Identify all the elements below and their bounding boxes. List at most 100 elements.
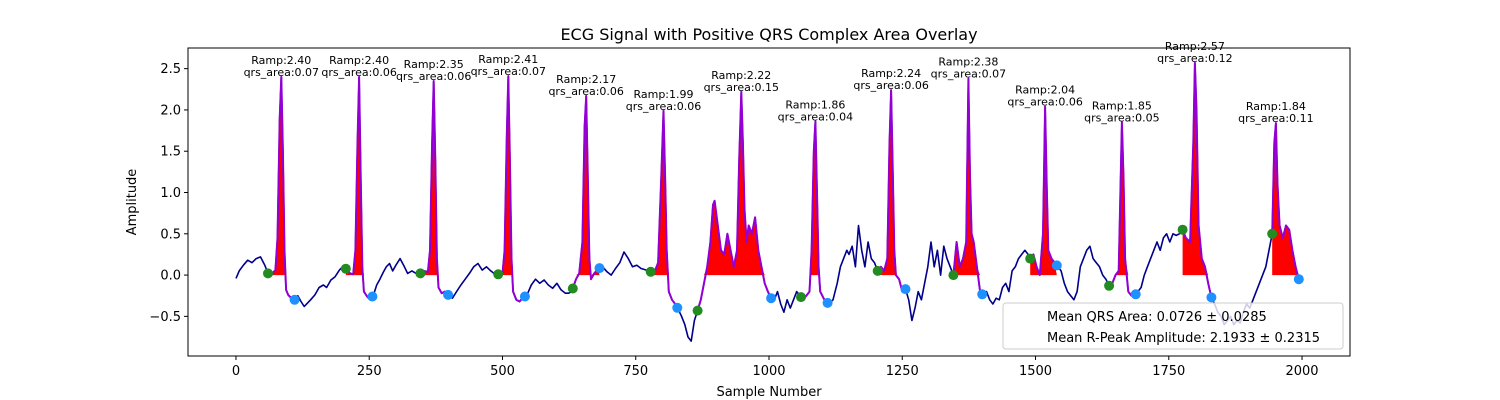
qrs-area-annotation-5: qrs_area:0.06	[548, 85, 623, 98]
x-tick-label: 750	[623, 364, 648, 379]
qrs-onset-marker-12	[1104, 280, 1115, 291]
qrs-onset-marker-10	[948, 270, 959, 281]
qrs-area-annotation-10: qrs_area:0.07	[931, 68, 1006, 81]
x-tick-label: 1750	[1152, 364, 1185, 379]
qrs-offset-marker-10	[977, 289, 988, 300]
qrs-area-annotation-3: qrs_area:0.06	[396, 70, 471, 83]
ramp-annotation-3: Ramp:2.35	[404, 58, 464, 71]
y-tick-label: −0.5	[149, 310, 181, 325]
qrs-area-fill-12	[1109, 122, 1136, 276]
qrs-area-annotation-11: qrs_area:0.06	[1007, 96, 1082, 109]
y-tick-label: 1.5	[160, 145, 181, 160]
qrs-area-annotation-13: qrs_area:0.12	[1157, 52, 1232, 65]
qrs-offset-marker-12	[1130, 289, 1141, 300]
legend: Mean QRS Area: 0.0726 ± 0.0285 Mean R-Pe…	[1002, 302, 1344, 350]
y-tick-label: 2.0	[160, 103, 181, 118]
ramp-annotation-4: Ramp:2.41	[478, 53, 538, 66]
qrs-onset-marker-7	[692, 305, 703, 316]
qrs-segment-9	[876, 89, 907, 293]
qrs-offset-marker-6	[672, 302, 683, 313]
chart-title: ECG Signal with Positive QRS Complex Are…	[560, 25, 977, 44]
x-tick-label: 1000	[752, 364, 785, 379]
legend-box	[1002, 302, 1344, 350]
qrs-segment-10	[952, 77, 983, 295]
ramp-annotation-6: Ramp:1.99	[633, 88, 693, 101]
qrs-area-fill-8	[801, 121, 828, 276]
qrs-offset-marker-9	[900, 284, 911, 295]
qrs-area-annotation-6: qrs_area:0.06	[626, 100, 701, 113]
qrs-area-annotation-2: qrs_area:0.06	[321, 66, 396, 79]
x-axis: 0 250 500 750 1000 1250 1500 1750 2000	[232, 356, 1319, 379]
ramp-annotation-1: Ramp:2.40	[251, 54, 311, 67]
qrs-offset-marker-11	[1051, 260, 1062, 271]
qrs-onset-marker-8	[796, 292, 806, 303]
y-tick-label: 1.0	[160, 186, 181, 201]
qrs-segment-7	[696, 90, 772, 311]
qrs-offset-marker-3	[443, 289, 454, 300]
qrs-onset-marker-4	[493, 269, 504, 280]
x-axis-label: Sample Number	[716, 385, 822, 400]
x-tick-label: 500	[490, 364, 515, 379]
qrs-onset-marker-6	[645, 266, 656, 277]
qrs-offset-marker-7	[766, 293, 777, 304]
qrs-area-annotation-14: qrs_area:0.11	[1238, 112, 1313, 125]
qrs-offset-marker-4	[519, 291, 530, 302]
x-tick-label: 2000	[1285, 364, 1318, 379]
qrs-area-fill-9	[877, 90, 906, 276]
y-tick-label: 0.0	[160, 269, 181, 284]
x-tick-label: 1250	[886, 364, 919, 379]
legend-entry-mean-qrs-area: Mean QRS Area: 0.0726 ± 0.0285	[1047, 310, 1267, 325]
ramp-annotation-7: Ramp:2.22	[711, 69, 771, 82]
qrs-area-fill-3	[420, 81, 449, 276]
qrs-segment-11	[1029, 105, 1058, 277]
qrs-onset-marker-13	[1177, 224, 1188, 235]
qrs-onset-marker-2	[340, 263, 351, 274]
qrs-area-fill-2	[345, 76, 373, 276]
qrs-onset-marker-14	[1267, 228, 1278, 239]
qrs-segment-3	[419, 80, 449, 296]
qrs-area-annotation-1: qrs_area:0.07	[244, 66, 319, 79]
ramp-annotation-13: Ramp:2.57	[1165, 40, 1225, 53]
ramp-annotation-9: Ramp:2.24	[861, 67, 921, 80]
qrs-area-annotation-4: qrs_area:0.07	[471, 65, 546, 78]
x-tick-label: 0	[232, 364, 240, 379]
y-tick-label: 2.5	[160, 62, 181, 77]
ramp-annotation-2: Ramp:2.40	[329, 54, 389, 67]
qrs-area-annotation-7: qrs_area:0.15	[704, 81, 779, 94]
qrs-offset-marker-2	[367, 291, 378, 302]
qrs-area-fill-7	[697, 91, 772, 276]
qrs-area-annotation-8: qrs_area:0.04	[778, 111, 853, 124]
qrs-segment-2	[345, 75, 374, 301]
qrs-onset-marker-3	[415, 268, 426, 279]
qrs-offset-marker-14	[1293, 274, 1304, 285]
y-axis-label: Amplitude	[125, 169, 140, 236]
qrs-segment-5	[571, 94, 600, 289]
qrs-area-fill-5	[572, 95, 600, 276]
qrs-segment-4	[497, 75, 526, 303]
ramp-annotation-8: Ramp:1.86	[785, 99, 845, 112]
qrs-segment-6	[650, 109, 679, 309]
qrs-offset-marker-13	[1206, 292, 1217, 303]
qrs-area-fill-1	[268, 76, 295, 276]
ramp-annotation-11: Ramp:2.04	[1015, 84, 1075, 97]
qrs-onset-marker-9	[872, 265, 883, 276]
qrs-onset-marker-1	[263, 268, 273, 279]
x-tick-label: 1500	[1019, 364, 1052, 379]
qrs-onset-marker-5	[567, 283, 578, 294]
qrs-segment-1	[268, 75, 296, 301]
y-tick-label: 0.5	[160, 227, 181, 242]
qrs-area-fill-6	[650, 110, 678, 276]
qrs-area-annotation-9: qrs_area:0.06	[853, 79, 928, 92]
ramp-annotation-14: Ramp:1.84	[1246, 100, 1306, 113]
qrs-onset-marker-11	[1025, 253, 1036, 264]
plot-area	[235, 61, 1304, 342]
qrs-offset-marker-5	[594, 263, 605, 274]
qrs-offset-marker-8	[822, 297, 833, 308]
qrs-offset-marker-1	[289, 294, 300, 305]
ramp-annotation-10: Ramp:2.38	[938, 56, 998, 69]
ramp-annotation-12: Ramp:1.85	[1092, 99, 1152, 112]
y-axis: −0.5 0.0 0.5 1.0 1.5 2.0 2.5	[149, 62, 188, 325]
qrs-segment-13	[1181, 61, 1213, 298]
ramp-annotation-5: Ramp:2.17	[556, 73, 616, 86]
